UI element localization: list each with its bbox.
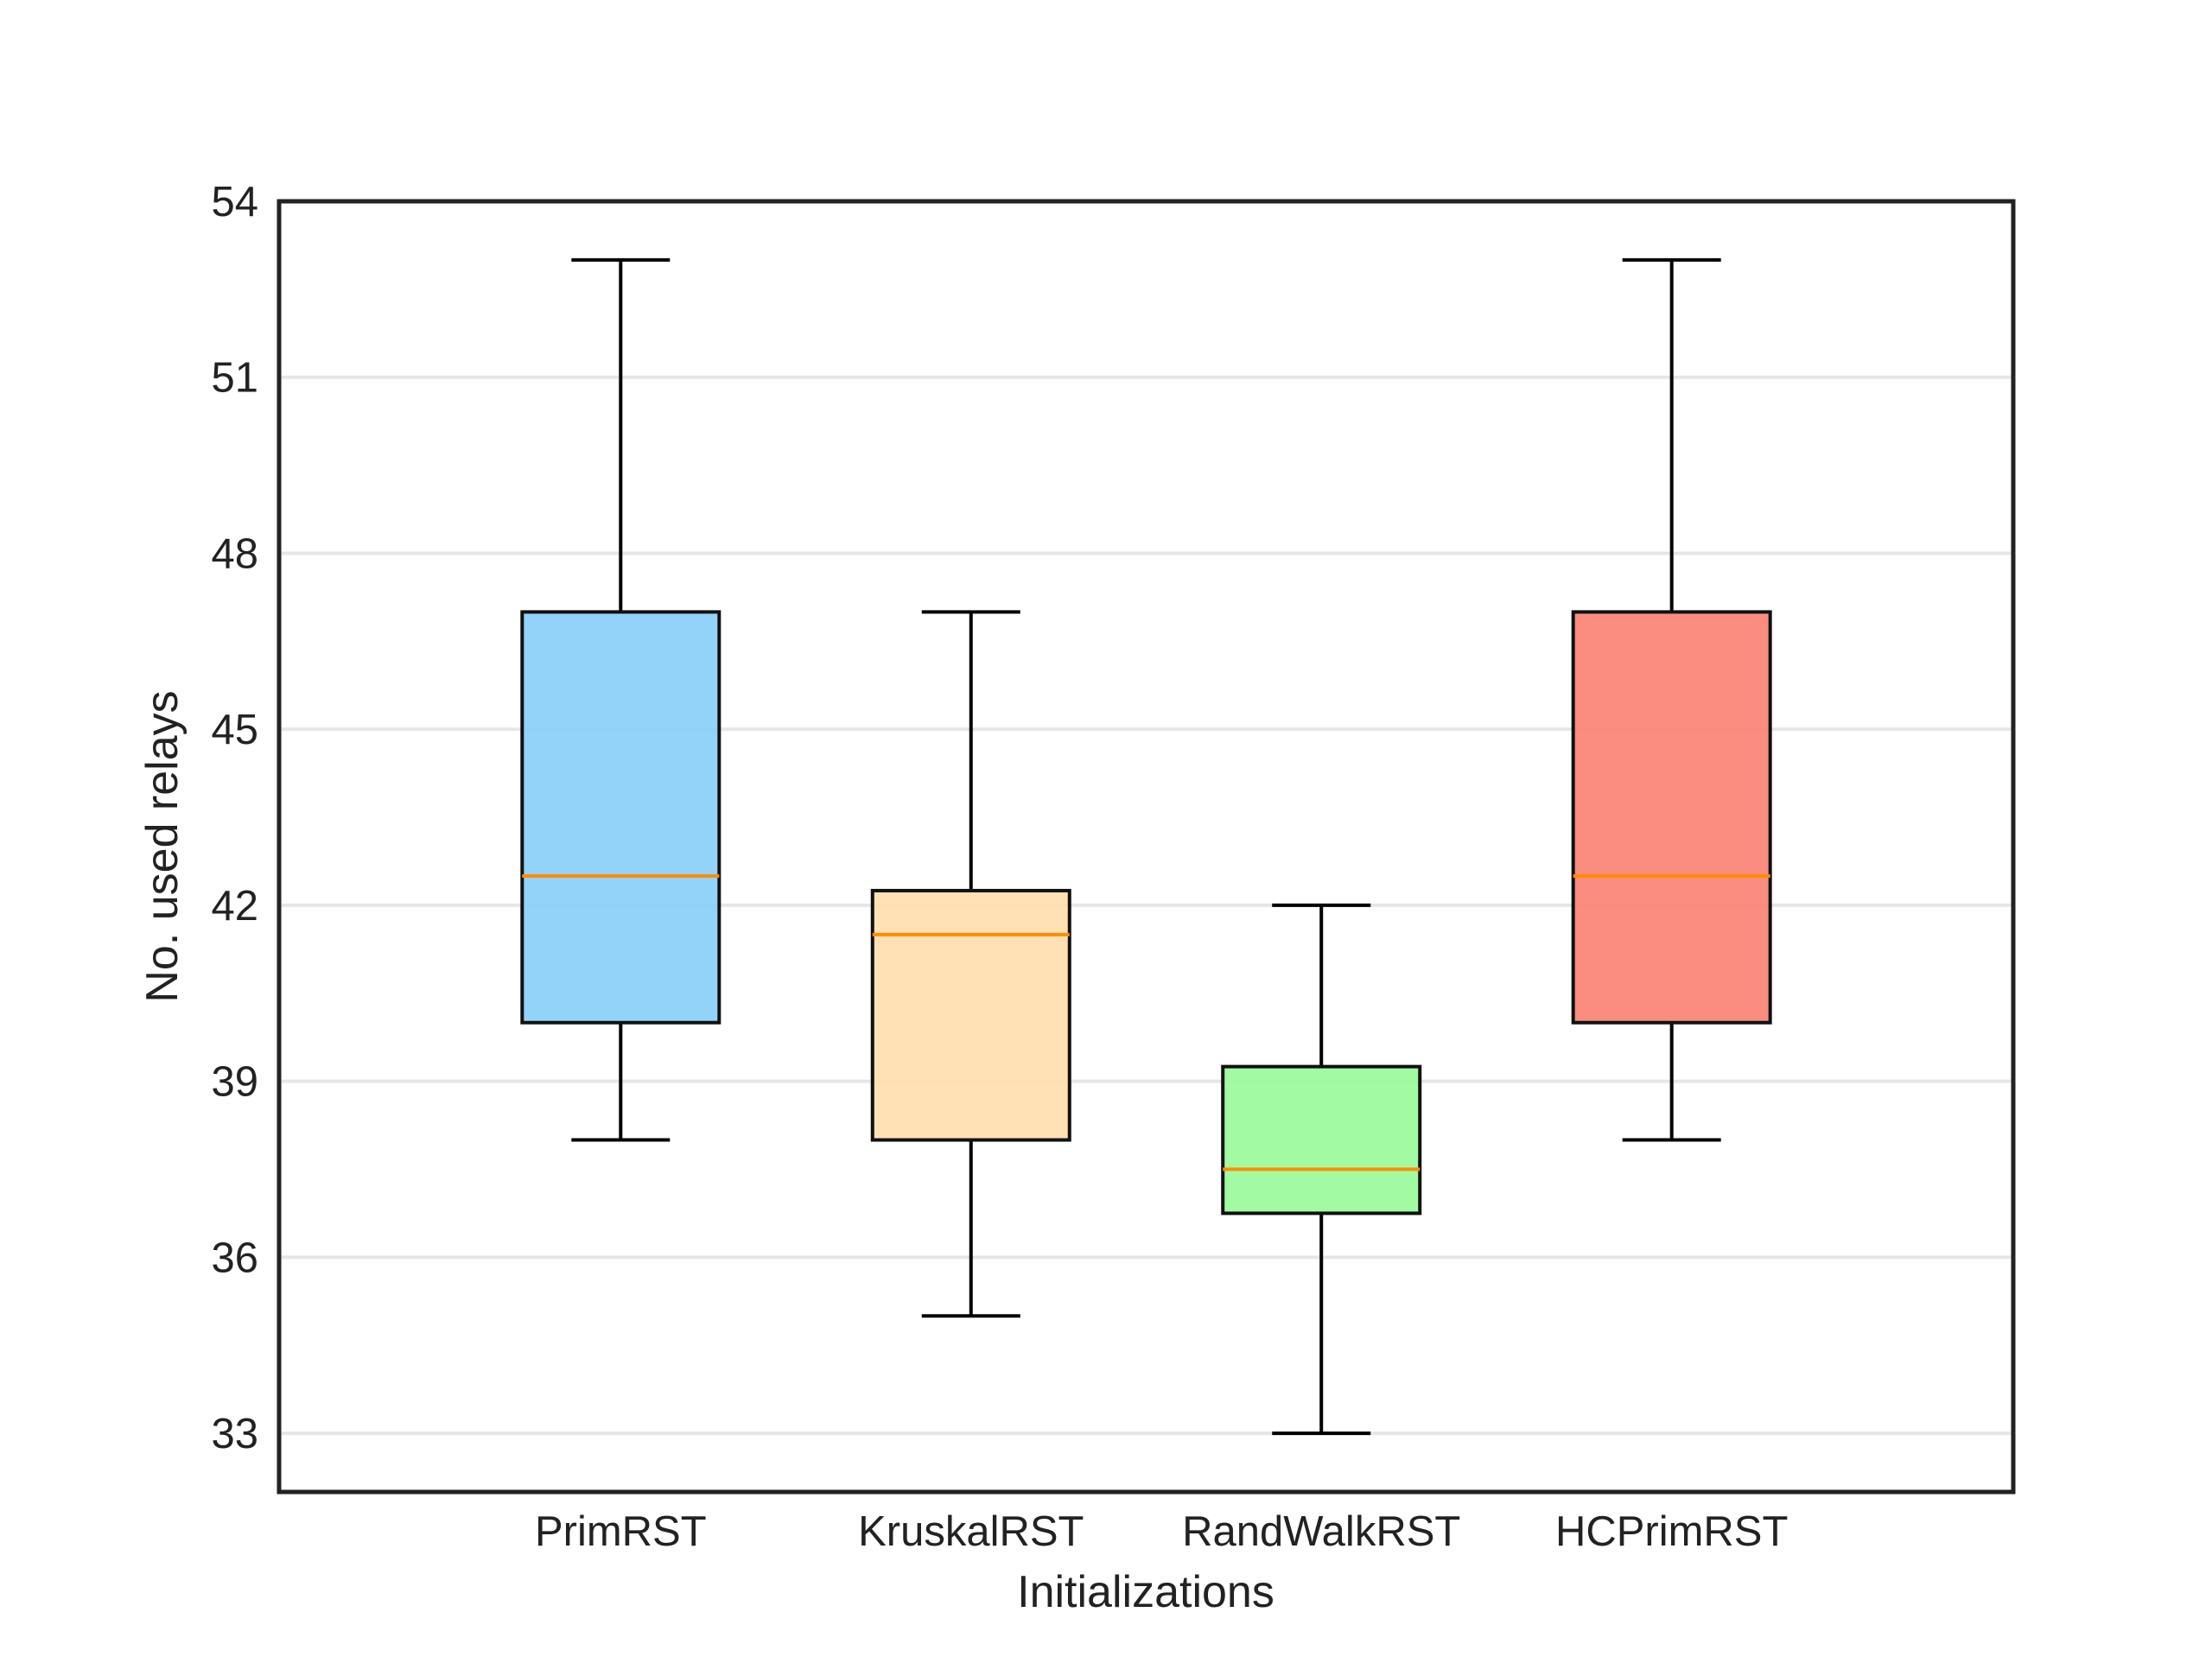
y-tick-label: 54: [211, 179, 258, 225]
y-tick-label: 48: [211, 530, 258, 577]
iqr-box: [1571, 610, 1772, 1025]
x-tick-label: PrimRST: [535, 1508, 707, 1555]
y-tick-label: 39: [211, 1059, 258, 1106]
box-PrimRST: [520, 257, 721, 1142]
y-tick-label: 42: [211, 883, 258, 930]
x-tick-label: RandWalkRST: [1182, 1508, 1460, 1555]
y-tick-label: 45: [211, 707, 258, 753]
x-tick-label: HCPrimRST: [1555, 1508, 1788, 1555]
y-axis-label: No. used relays: [137, 690, 188, 1002]
x-tick-labels: PrimRST KruskalRST RandWalkRST HCPrimRST: [535, 1508, 1788, 1555]
x-tick-label: KruskalRST: [858, 1508, 1084, 1555]
y-tick-label: 36: [211, 1235, 258, 1281]
iqr-box: [1221, 1064, 1422, 1216]
box-HCPrimRST: [1571, 257, 1772, 1142]
iqr-box: [870, 888, 1071, 1142]
y-tick-label: 33: [211, 1411, 258, 1457]
box-KruskalRST: [870, 610, 1071, 1318]
plot-frame: [276, 199, 2016, 1495]
y-tick-labels: 33 36 39 42 45 48 51 54: [211, 179, 258, 1457]
box-RandWalkRST: [1221, 903, 1422, 1436]
y-tick-label: 51: [211, 355, 258, 402]
iqr-box: [520, 610, 721, 1025]
boxes: [520, 257, 1772, 1436]
x-axis-label: Initializations: [1017, 1567, 1274, 1617]
